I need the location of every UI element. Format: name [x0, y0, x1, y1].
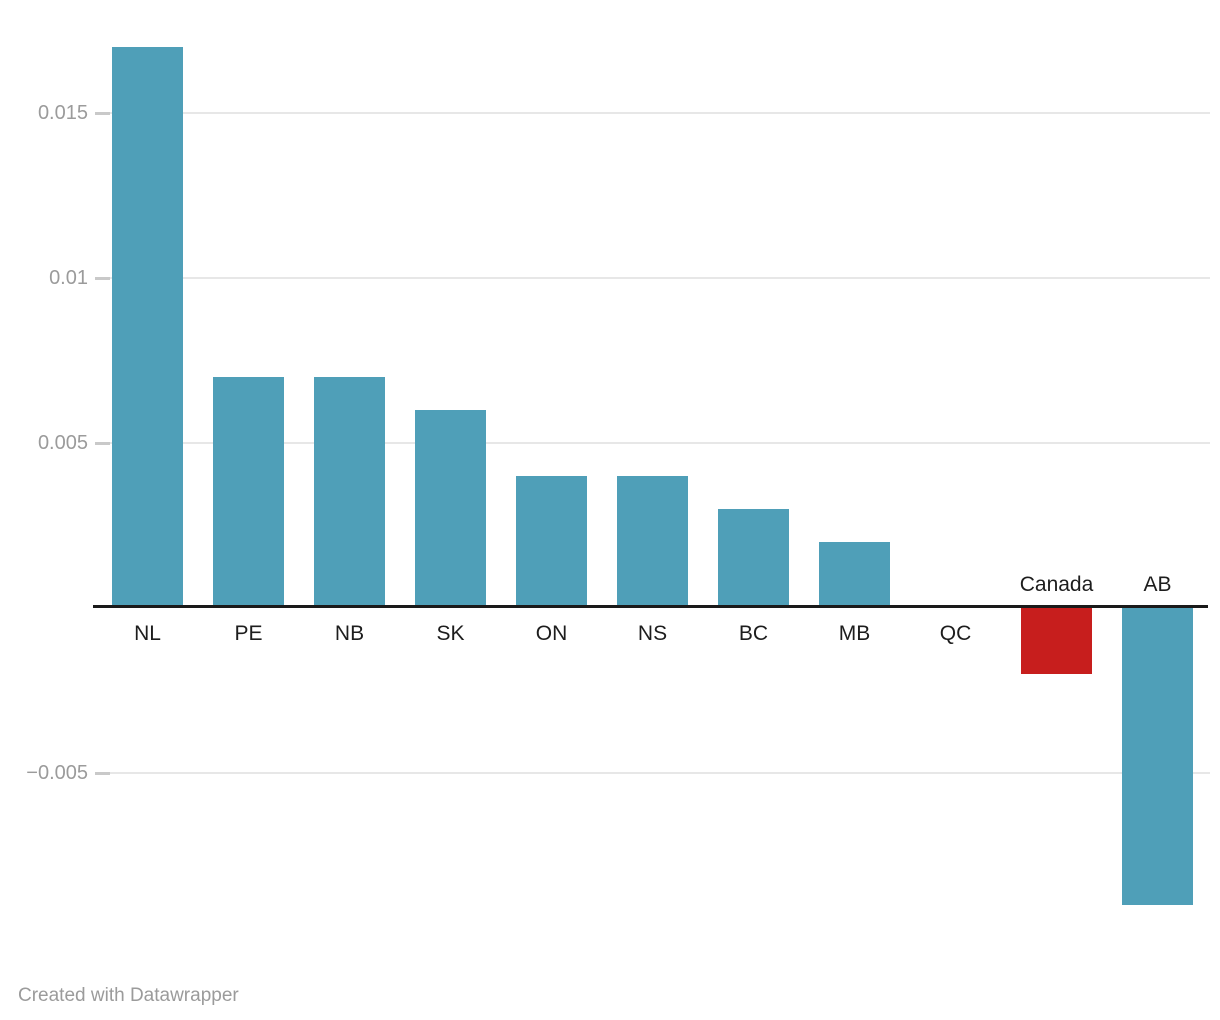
- bar-pe[interactable]: [213, 377, 284, 608]
- bar-ns[interactable]: [617, 476, 688, 608]
- y-tick-label: 0.01: [49, 267, 88, 289]
- bar-nl[interactable]: [112, 47, 183, 608]
- y-axis-tick: [95, 277, 110, 280]
- category-label-canada: Canada: [1019, 573, 1094, 596]
- gridline: [95, 277, 1210, 279]
- y-tick-label: 0.015: [37, 102, 88, 124]
- bar-bc[interactable]: [718, 509, 789, 608]
- gridline: [95, 442, 1210, 444]
- category-label-qc: QC: [939, 622, 972, 645]
- bar-sk[interactable]: [415, 410, 486, 608]
- category-label-ab: AB: [1143, 573, 1172, 596]
- category-label-sk: SK: [436, 622, 465, 645]
- gridline: [95, 112, 1210, 114]
- y-tick-label: 0.005: [37, 432, 88, 454]
- y-axis-tick: [95, 442, 110, 445]
- bar-canada[interactable]: [1021, 608, 1092, 674]
- category-label-bc: BC: [738, 622, 769, 645]
- category-label-on: ON: [535, 622, 568, 645]
- y-axis-tick: [95, 772, 110, 775]
- category-label-pe: PE: [234, 622, 263, 645]
- x-axis-baseline: [93, 605, 1208, 608]
- y-axis-tick: [95, 112, 110, 115]
- y-tick-label: −0.005: [26, 762, 88, 784]
- bar-mb[interactable]: [819, 542, 890, 608]
- category-label-nb: NB: [334, 622, 365, 645]
- bar-on[interactable]: [516, 476, 587, 608]
- category-label-mb: MB: [838, 622, 871, 645]
- bar-nb[interactable]: [314, 377, 385, 608]
- category-label-nl: NL: [134, 622, 161, 645]
- datawrapper-credit-link[interactable]: Created with Datawrapper: [18, 985, 239, 1006]
- category-label-ns: NS: [637, 622, 668, 645]
- bar-ab[interactable]: [1122, 608, 1193, 905]
- gridline: [95, 772, 1210, 774]
